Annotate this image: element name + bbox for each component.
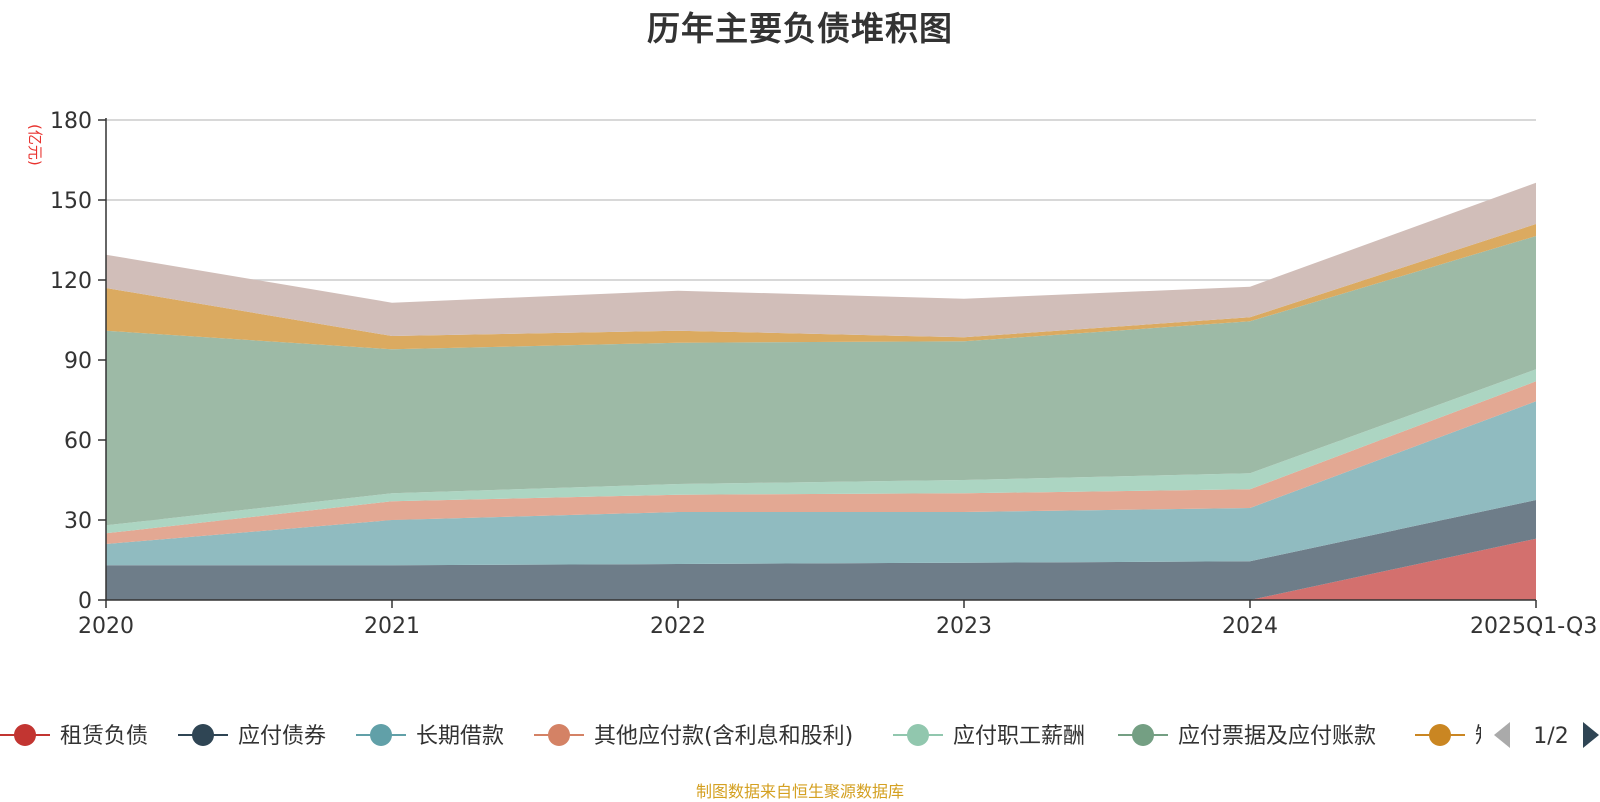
legend-label: 应付票据及应付账款	[1178, 724, 1376, 749]
legend-label: 其他应付款(含利息和股利)	[594, 724, 853, 749]
y-tick-label: 60	[64, 429, 92, 454]
area-其他应付款(含利息和股利)[interactable]	[106, 381, 1536, 544]
x-tick-label: 2022	[650, 614, 706, 639]
x-tick-label: 2020	[78, 614, 134, 639]
y-tick-label: 180	[50, 109, 92, 134]
legend-marker	[907, 724, 929, 746]
series-areas	[106, 182, 1536, 600]
legend[interactable]: 租赁负债 应付债券 长期借款 其他应付款(含利息和股利) 应付职工薪酬 应付票据及应付账款…	[0, 710, 1600, 760]
area-应付票据及应付账款[interactable]	[106, 236, 1536, 526]
legend-page-indicator: 1/2	[1533, 724, 1568, 749]
y-tick-label: 150	[50, 189, 92, 214]
axes: 0 30 60 90 120 150 180 2020 2021 2022 2023 2024 2025…	[50, 109, 1597, 639]
legend-label: 租赁负债	[60, 724, 148, 749]
area-租赁负债[interactable]	[106, 538, 1536, 600]
legend-next-icon[interactable]	[1583, 722, 1599, 748]
legend-marker	[1132, 724, 1154, 746]
x-tick-label: 2023	[936, 614, 992, 639]
legend-item-应付职工薪酬[interactable]: 应付职工薪酬	[893, 724, 1085, 749]
legend-marker	[548, 724, 570, 746]
source-note: 制图数据来自恒生聚源数据库	[695, 782, 904, 801]
legend-item-应付票据及应付账款[interactable]: 应付票据及应付账款	[1118, 724, 1376, 749]
y-tick-label: 90	[64, 349, 92, 374]
legend-marker	[1429, 724, 1451, 746]
chart-title: 历年主要负债堆积图	[647, 9, 953, 48]
legend-item-其他应付款(含利息和股利)[interactable]: 其他应付款(含利息和股利)	[534, 724, 853, 749]
legend-item-应付债券[interactable]: 应付债券	[178, 724, 326, 749]
area-应付债券[interactable]	[106, 500, 1536, 600]
y-tick-label: 30	[64, 509, 92, 534]
legend-marker	[192, 724, 214, 746]
legend-label: 应付职工薪酬	[953, 724, 1085, 749]
legend-prev-icon[interactable]	[1494, 722, 1510, 748]
legend-label: 长期借款	[416, 724, 504, 749]
legend-label: 应付债券	[238, 724, 326, 749]
x-tick-label: 2021	[364, 614, 420, 639]
area-其他[interactable]	[106, 182, 1536, 338]
x-tick-label: 2025Q1-Q3	[1470, 614, 1597, 639]
legend-item-长期借款[interactable]: 长期借款	[356, 724, 504, 749]
area-长期借款[interactable]	[106, 401, 1536, 566]
x-tick-label: 2024	[1222, 614, 1278, 639]
y-tick-label: 120	[50, 269, 92, 294]
area-短期借款[interactable]	[106, 224, 1536, 350]
area-应付职工薪酬[interactable]	[106, 369, 1536, 534]
legend-marker	[370, 724, 392, 746]
legend-marker	[14, 724, 36, 746]
y-tick-label: 0	[78, 589, 92, 614]
legend-item-租赁负债[interactable]: 租赁负债	[0, 724, 148, 749]
